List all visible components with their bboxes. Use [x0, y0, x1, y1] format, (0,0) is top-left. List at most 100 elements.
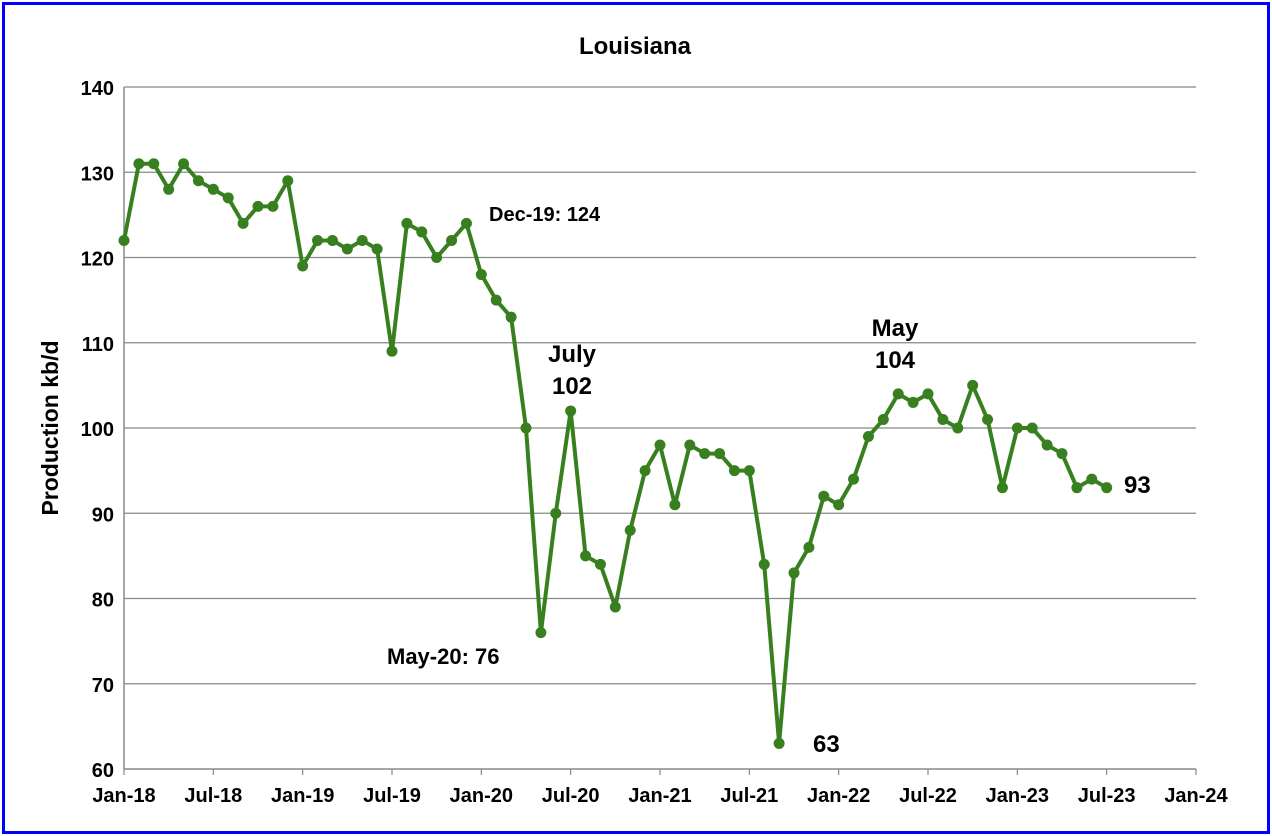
data-point: [1056, 448, 1068, 460]
data-point: [431, 252, 443, 263]
series-louisiana: [118, 158, 1113, 749]
data-point: [639, 465, 651, 477]
x-tick-label: Jul-20: [542, 785, 600, 807]
y-tick-label: 130: [81, 163, 114, 185]
data-point: [148, 158, 160, 170]
data-point: [714, 448, 726, 460]
data-point: [1086, 473, 1098, 485]
axes: 60 70 80 90 100 110 120 130 140 Jan-18 Jul-18 Jan-1…: [81, 78, 1229, 807]
x-tick-label: Jan-22: [807, 785, 870, 807]
data-point: [937, 413, 949, 425]
data-point: [326, 234, 338, 246]
data-point: [178, 158, 190, 170]
y-tick-label: 140: [81, 78, 114, 100]
data-point: [996, 482, 1008, 494]
y-tick-label: 90: [92, 504, 114, 526]
data-point: [952, 422, 964, 434]
chart-title: Louisiana: [579, 33, 692, 60]
data-point: [371, 243, 383, 255]
data-point: [565, 405, 577, 417]
y-tick-label: 120: [81, 249, 114, 271]
data-point: [341, 243, 353, 255]
data-point: [624, 524, 636, 536]
data-point: [133, 158, 145, 170]
data-point: [222, 192, 234, 204]
annotation-may: May: [872, 315, 919, 342]
data-point: [1101, 482, 1113, 494]
data-point: [192, 175, 204, 187]
x-tick-label: Jan-21: [628, 785, 691, 807]
data-point: [907, 396, 919, 408]
annotation-102: 102: [552, 373, 592, 400]
x-tick-label: Jul-22: [899, 785, 957, 807]
data-point: [833, 499, 845, 511]
data-point: [1041, 439, 1053, 451]
y-tick-label: 70: [92, 675, 114, 697]
annotation-104: 104: [875, 347, 916, 374]
data-point: [118, 234, 130, 246]
data-point: [312, 234, 324, 246]
data-point: [1071, 482, 1083, 494]
data-point: [654, 439, 666, 451]
data-point: [967, 379, 979, 391]
annotation-july: July: [548, 341, 597, 368]
data-point: [490, 294, 502, 306]
data-point: [237, 217, 249, 229]
data-point: [922, 388, 934, 400]
y-tick-label: 110: [82, 334, 114, 356]
data-point: [862, 431, 874, 443]
data-point: [594, 558, 606, 570]
data-point: [386, 345, 398, 357]
data-point: [848, 473, 860, 485]
data-point: [252, 200, 264, 212]
data-point: [446, 234, 458, 246]
x-tick-label: Jan-18: [92, 785, 155, 807]
data-point: [609, 601, 621, 613]
data-point: [818, 490, 830, 502]
annotation-93: 93: [1124, 472, 1151, 499]
data-point: [520, 422, 532, 434]
data-point: [475, 269, 487, 281]
data-point: [163, 183, 175, 195]
data-point: [460, 217, 472, 229]
data-point: [207, 183, 219, 195]
data-point: [1011, 422, 1023, 434]
data-point: [535, 627, 547, 639]
data-point: [401, 217, 413, 229]
data-point: [505, 311, 517, 323]
data-point: [892, 388, 904, 400]
data-point: [743, 465, 755, 477]
data-point: [669, 499, 681, 511]
data-point: [282, 175, 294, 187]
data-point: [267, 200, 279, 212]
series-line: [122, 161, 1108, 746]
annotation-dec19: Dec-19: 124: [489, 204, 601, 226]
data-point: [982, 413, 994, 425]
data-point: [788, 567, 800, 579]
data-point: [1026, 422, 1038, 434]
x-tick-label: Jan-24: [1164, 785, 1228, 807]
y-tick-label: 100: [81, 419, 114, 441]
data-point: [297, 260, 309, 272]
x-tick-label: Jan-23: [986, 785, 1049, 807]
data-point: [580, 550, 592, 562]
data-point: [773, 737, 785, 749]
data-point: [684, 439, 696, 451]
x-tick-label: Jan-19: [271, 785, 334, 807]
data-point: [550, 507, 562, 519]
x-tick-label: Jul-21: [720, 785, 778, 807]
annotation-may20: May-20: 76: [387, 644, 500, 669]
data-point: [728, 465, 740, 477]
data-point: [877, 413, 889, 425]
y-tick-label: 60: [92, 760, 114, 782]
x-tick-label: Jan-20: [450, 785, 513, 807]
data-point: [356, 234, 368, 246]
data-point: [699, 448, 711, 460]
data-point: [416, 226, 428, 238]
y-axis-label: Production kb/d: [37, 340, 63, 515]
annotation-63: 63: [813, 731, 840, 758]
x-tick-label: Jul-19: [363, 785, 421, 807]
x-tick-label: Jul-23: [1078, 785, 1136, 807]
